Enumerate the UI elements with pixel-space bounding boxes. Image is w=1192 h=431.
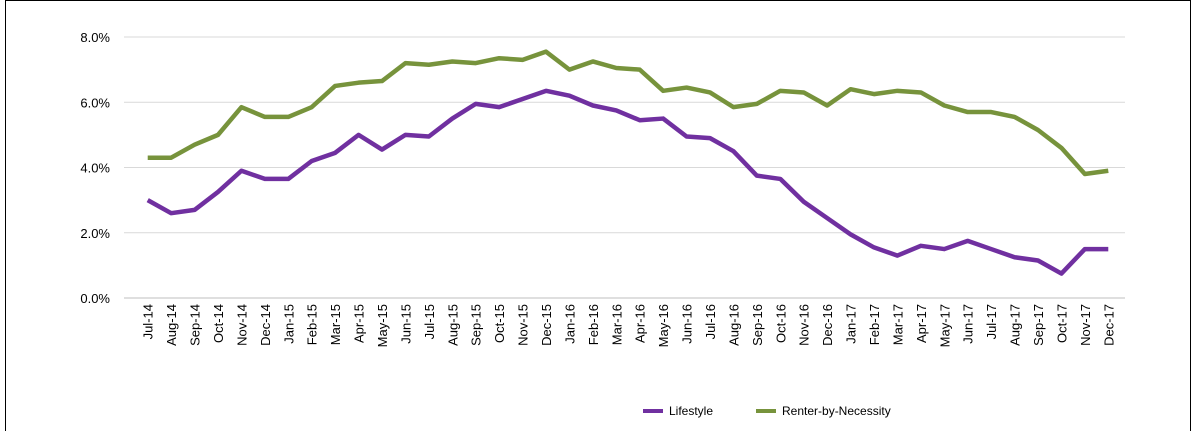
x-tick-label: Sep-15: [469, 304, 484, 346]
y-tick-label: 0.0%: [80, 291, 110, 306]
x-tick-label: Jun-16: [680, 304, 695, 344]
x-tick-label: Apr-17: [914, 304, 929, 343]
x-tick-label: Jan-17: [844, 304, 859, 344]
x-tick-label: Mar-16: [609, 304, 624, 345]
x-tick-label: Aug-16: [726, 304, 741, 346]
x-tick-label: Mar-15: [328, 304, 343, 345]
x-tick-label: Mar-17: [890, 304, 905, 345]
y-tick-label: 2.0%: [80, 226, 110, 241]
x-tick-label: Feb-16: [586, 304, 601, 345]
x-tick-label: Feb-15: [305, 304, 320, 345]
y-tick-label: 8.0%: [80, 30, 110, 45]
x-tick-label: Sep-14: [188, 304, 203, 346]
x-tick-label: Apr-16: [633, 304, 648, 343]
x-tick-label: Oct-16: [773, 304, 788, 343]
x-tick-label: Jan-16: [562, 304, 577, 344]
x-tick-label: Jul-15: [422, 304, 437, 339]
x-tick-label: Dec-14: [258, 304, 273, 346]
x-tick-label: Jun-15: [398, 304, 413, 344]
x-tick-label: Feb-17: [867, 304, 882, 345]
x-tick-label: Nov-16: [797, 304, 812, 346]
x-tick-label: Jul-16: [703, 304, 718, 339]
line-series: [147, 49, 1109, 177]
x-tick-label: Nov-17: [1078, 304, 1093, 346]
x-tick-label: Nov-15: [516, 304, 531, 346]
chart-border: [5, 0, 1191, 431]
x-tick-label: Sep-16: [750, 304, 765, 346]
x-tick-label: Nov-14: [234, 304, 249, 346]
x-tick-label: Oct-17: [1054, 304, 1069, 343]
y-tick-label: 4.0%: [80, 161, 110, 176]
x-tick-label: Sep-17: [1031, 304, 1046, 346]
x-tick-label: Dec-16: [820, 304, 835, 346]
legend-label: Renter-by-Necessity: [782, 404, 891, 418]
legend-label: Lifestyle: [669, 404, 713, 418]
x-tick-label: May-17: [937, 304, 952, 347]
x-tick-label: Aug-15: [445, 304, 460, 346]
x-tick-label: Jul-14: [141, 304, 156, 339]
x-tick-label: May-16: [656, 304, 671, 347]
x-tick-label: Dec-17: [1101, 304, 1116, 346]
x-tick-label: Jan-15: [281, 304, 296, 344]
x-tick-label: Oct-14: [211, 304, 226, 343]
x-tick-label: Jun-17: [961, 304, 976, 344]
x-tick-label: Oct-15: [492, 304, 507, 343]
x-tick-label: Apr-15: [352, 304, 367, 343]
x-tick-label: Aug-17: [1008, 304, 1023, 346]
x-tick-label: Dec-15: [539, 304, 554, 346]
x-tick-label: May-15: [375, 304, 390, 347]
x-tick-label: Jul-17: [984, 304, 999, 339]
y-tick-label: 6.0%: [80, 95, 110, 110]
x-tick-label: Aug-14: [164, 304, 179, 346]
line-series: [146, 88, 1109, 276]
